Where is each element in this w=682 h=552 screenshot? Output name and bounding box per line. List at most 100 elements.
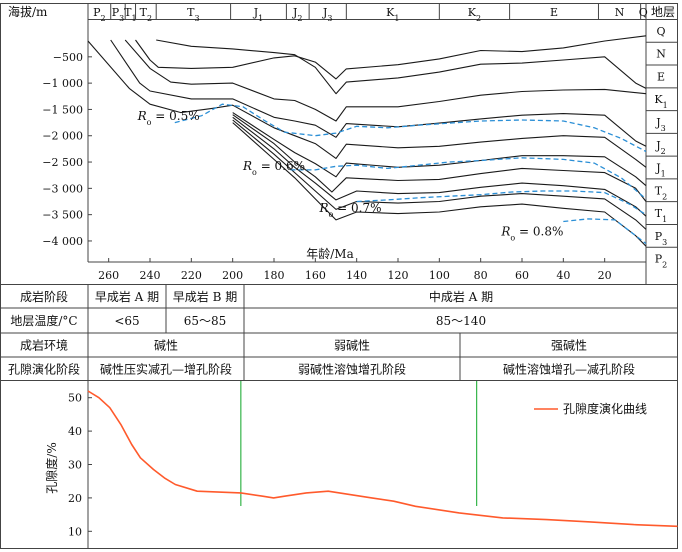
burial-curves	[87, 35, 647, 247]
strata-cell-label: J2	[655, 139, 666, 156]
table-row-header: 成岩环境	[20, 338, 68, 353]
porosity-y-tick-label: 40	[68, 425, 82, 438]
burial-curve	[232, 116, 647, 217]
table-cell: 中成岩 A 期	[429, 289, 493, 304]
period-band-label: Q	[639, 6, 648, 19]
x-tick-label: 100	[429, 269, 450, 282]
y-tick-label: −3 000	[42, 182, 83, 195]
period-band-label: T2	[140, 6, 152, 23]
porosity-y-tick-label: 10	[68, 525, 82, 538]
strata-cell-label: Q	[656, 25, 665, 38]
strata-column: QNE K1 J3 J2 J1 T2 T1 P3 P2	[646, 19, 678, 270]
isotherm-curve	[174, 103, 647, 153]
table-cell: 碱性	[154, 339, 178, 353]
x-tick-label: 240	[140, 269, 161, 282]
strata-cell-label: T2	[655, 184, 667, 201]
isotherm-label: Ro = 0.6%	[242, 159, 305, 177]
x-ticks: 260 240 220 200 180 160 140 120 100 80 60 40 20	[88, 258, 646, 282]
x-tick-label: 120	[388, 269, 409, 282]
table-cell: 弱碱性	[334, 339, 370, 353]
y-tick-label: −500	[53, 51, 83, 64]
period-bands: P2 P3 T1 T2 T3 J1 J2 J3 K1 K2 E N Q	[93, 3, 648, 23]
x-tick-label: 200	[222, 269, 243, 282]
isotherm-curves: Ro = 0.5% Ro = 0.6% Ro = 0.7% Ro = 0.8%	[137, 103, 647, 245]
porosity-chart: 孔隙度/% 10 20 30 40 50 孔隙度演化曲线	[0, 380, 678, 549]
period-band-label: N	[615, 6, 625, 19]
y-tick-label: −1 000	[42, 77, 83, 90]
period-band-label: K2	[468, 6, 481, 23]
burial-curve	[232, 119, 647, 230]
table-cell: 65～85	[184, 314, 227, 328]
period-band-label: J2	[292, 6, 303, 23]
x-tick-label: 20	[598, 269, 612, 282]
strata-cell-label: P3	[655, 230, 668, 247]
table-row-header: 地层温度/°C	[10, 313, 77, 328]
porosity-legend: 孔隙度演化曲线	[534, 401, 647, 416]
y-tick-label: −2 000	[42, 130, 83, 143]
table-cell: 强碱性	[551, 339, 587, 353]
diagenesis-stage-table: 成岩阶段 早成岩 A 期早成岩 B 期 中成岩 A 期地层温度/°C <65 65～85…	[0, 284, 678, 381]
x-tick-label: 60	[515, 269, 529, 282]
x-tick-label: 160	[305, 269, 326, 282]
period-band-label: J1	[253, 6, 264, 23]
table-row-header: 孔隙演化阶段	[8, 361, 80, 376]
isotherm-label: Ro = 0.5%	[137, 109, 200, 127]
period-band-label: J3	[322, 6, 333, 23]
porosity-chart-frame	[0, 380, 678, 549]
burial-curve	[232, 114, 647, 202]
porosity-y-tick-label: 30	[68, 459, 82, 472]
porosity-series	[87, 390, 678, 528]
isotherm-curve	[563, 218, 647, 245]
isotherm-curve	[290, 157, 647, 200]
isotherm-label: Ro = 0.7%	[318, 201, 381, 219]
table-cell: 早成岩 B 期	[173, 289, 237, 304]
strata-cell-label: T1	[655, 207, 667, 224]
x-tick-label: 140	[346, 269, 367, 282]
period-band-label: K1	[386, 6, 399, 23]
burial-curve	[232, 122, 647, 247]
porosity-y-axis-title: 孔隙度/%	[44, 442, 59, 493]
porosity-curve	[87, 390, 678, 528]
table-cell: 弱碱性溶蚀增孔阶段	[298, 361, 406, 376]
burial-curve	[87, 40, 647, 168]
burial-chart-frame	[0, 3, 678, 285]
period-band-label: E	[550, 6, 558, 19]
period-band-label: P2	[93, 6, 106, 23]
table-cell: 碱性压实减孔—增孔阶段	[100, 361, 232, 376]
burial-curve	[135, 35, 647, 80]
y-tick-label: −3 500	[42, 209, 83, 222]
burial-curve	[232, 112, 647, 187]
isotherm-curve	[356, 190, 647, 216]
y-ticks: −500 −1 000 −1 500 −2 000 −2 500 −3 000 −3 500…	[42, 51, 92, 248]
porosity-y-tick-label: 50	[68, 392, 82, 405]
isotherm-label: Ro = 0.8%	[500, 225, 563, 243]
x-tick-label: 260	[98, 269, 119, 282]
y-tick-label: −2 500	[42, 156, 83, 169]
x-tick-label: 180	[264, 269, 285, 282]
period-band-label: T3	[187, 6, 199, 23]
strata-header: 地层	[651, 5, 675, 19]
x-axis-title: 年龄/Ma	[306, 247, 354, 261]
strata-cell-label: P2	[655, 253, 668, 270]
table-cell: 碱性溶蚀增孔—减孔阶段	[503, 361, 635, 376]
strata-cell-label: J1	[655, 162, 666, 179]
burial-curve	[124, 39, 647, 122]
burial-chart: 海拔/m 地层 年龄/Ma P2 P3 T1 T2 T3 J1 J2 J3 K1 K2 E N Q QN…	[0, 3, 678, 285]
x-tick-label: 80	[474, 269, 488, 282]
porosity-stage-dividers	[240, 381, 478, 506]
strata-cell-label: E	[657, 70, 665, 83]
y-axis-title: 海拔/m	[8, 4, 48, 19]
porosity-y-tick-label: 20	[68, 492, 82, 505]
x-tick-label: 220	[181, 269, 202, 282]
strata-cell-label: N	[656, 48, 666, 61]
table-cell: 85～140	[436, 314, 486, 328]
table-cell: 早成岩 A 期	[95, 289, 159, 304]
strata-cell-label: J3	[655, 116, 666, 132]
strata-cell-label: K1	[654, 93, 667, 110]
porosity-y-ticks: 10 20 30 40 50	[68, 392, 92, 538]
period-band-label: T1	[124, 6, 136, 23]
x-tick-label: 40	[556, 269, 570, 282]
period-band-label: P3	[112, 6, 125, 23]
y-tick-label: −4 000	[42, 235, 83, 248]
